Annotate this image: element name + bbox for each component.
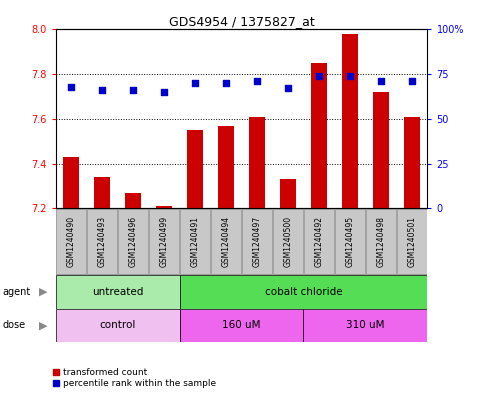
Text: ▶: ▶	[39, 287, 48, 297]
Point	[98, 87, 106, 94]
Point	[284, 85, 292, 92]
Point	[377, 78, 385, 84]
Point	[191, 80, 199, 86]
Text: GSM1240498: GSM1240498	[376, 216, 385, 267]
Bar	[273, 209, 302, 274]
Bar	[56, 275, 180, 309]
Bar	[404, 117, 420, 208]
Text: 160 uM: 160 uM	[222, 320, 261, 330]
Bar	[180, 309, 303, 342]
Bar	[367, 209, 396, 274]
Text: GSM1240493: GSM1240493	[98, 216, 107, 267]
Bar	[118, 209, 148, 274]
Point	[315, 73, 323, 79]
Bar	[149, 209, 179, 274]
Point	[160, 89, 168, 95]
Point	[408, 78, 416, 84]
Bar	[56, 309, 180, 342]
Text: 310 uM: 310 uM	[346, 320, 385, 330]
Text: agent: agent	[2, 287, 30, 297]
Bar	[212, 209, 241, 274]
Bar	[249, 117, 265, 208]
Bar	[311, 63, 327, 208]
Bar	[63, 157, 79, 208]
Point	[67, 84, 75, 90]
Text: GSM1240490: GSM1240490	[67, 216, 75, 267]
Text: control: control	[99, 320, 136, 330]
Text: cobalt chloride: cobalt chloride	[265, 287, 342, 297]
Text: GSM1240499: GSM1240499	[159, 216, 169, 267]
Bar	[94, 177, 110, 208]
Bar	[181, 209, 210, 274]
Title: GDS4954 / 1375827_at: GDS4954 / 1375827_at	[169, 15, 314, 28]
Text: ▶: ▶	[39, 320, 48, 330]
Text: dose: dose	[2, 320, 26, 330]
Text: GSM1240495: GSM1240495	[345, 216, 355, 267]
Text: GSM1240500: GSM1240500	[284, 216, 293, 267]
Point	[253, 78, 261, 84]
Text: GSM1240491: GSM1240491	[190, 216, 199, 267]
Bar	[242, 209, 271, 274]
Bar	[398, 209, 426, 274]
Bar	[373, 92, 389, 208]
Bar	[57, 209, 85, 274]
Bar	[125, 193, 141, 208]
Text: GSM1240492: GSM1240492	[314, 216, 324, 267]
Bar	[304, 209, 334, 274]
Legend: transformed count, percentile rank within the sample: transformed count, percentile rank withi…	[53, 368, 216, 389]
Text: GSM1240497: GSM1240497	[253, 216, 261, 267]
Bar	[87, 209, 116, 274]
Bar	[187, 130, 203, 208]
Point	[129, 87, 137, 94]
Text: untreated: untreated	[92, 287, 143, 297]
Bar	[156, 206, 172, 208]
Bar	[335, 209, 365, 274]
Bar	[218, 126, 234, 208]
Point	[222, 80, 230, 86]
Text: GSM1240494: GSM1240494	[222, 216, 230, 267]
Bar	[342, 34, 358, 208]
Bar	[180, 275, 427, 309]
Point	[346, 73, 354, 79]
Bar	[280, 179, 296, 208]
Text: GSM1240501: GSM1240501	[408, 216, 416, 267]
Bar	[303, 309, 427, 342]
Text: GSM1240496: GSM1240496	[128, 216, 138, 267]
